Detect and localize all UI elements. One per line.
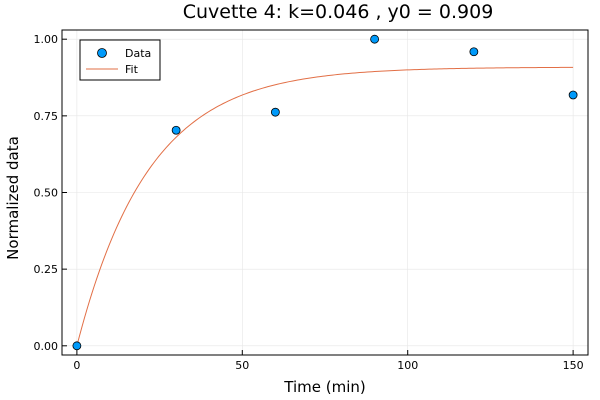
legend-box [79,39,161,81]
data-series [72,34,578,351]
x-tick-label: 0 [73,359,80,372]
data-point [171,125,181,135]
y-tick-label: 1.00 [34,33,59,46]
data-point [370,34,380,44]
legend-data-marker [97,48,107,58]
legend: Data Fit [79,39,161,81]
data-point [568,90,578,100]
legend-fit-label: Fit [125,63,139,76]
x-tick-label: 50 [235,359,249,372]
y-tick-label: 0.75 [34,110,59,123]
x-tick-label: 150 [563,359,584,372]
y-tick-label: 0.50 [34,187,59,200]
axis-ticks: 0 50 100 150 0.00 0.25 0.50 0.75 1.00 [34,33,584,372]
x-tick-label: 100 [397,359,418,372]
fit-curve [76,66,574,346]
fit-series [76,66,574,346]
data-point [72,341,82,351]
chart-title: Cuvette 4: k=0.046 , y0 = 0.909 [183,1,494,23]
x-axis-label: Time (min) [283,378,365,396]
y-tick-label: 0.25 [34,263,59,276]
legend-data-label: Data [125,47,151,60]
y-tick-label: 0.00 [34,340,59,353]
data-point [469,47,479,57]
y-axis-label: Normalized data [4,136,22,260]
grid [62,30,588,355]
data-point [270,107,280,117]
